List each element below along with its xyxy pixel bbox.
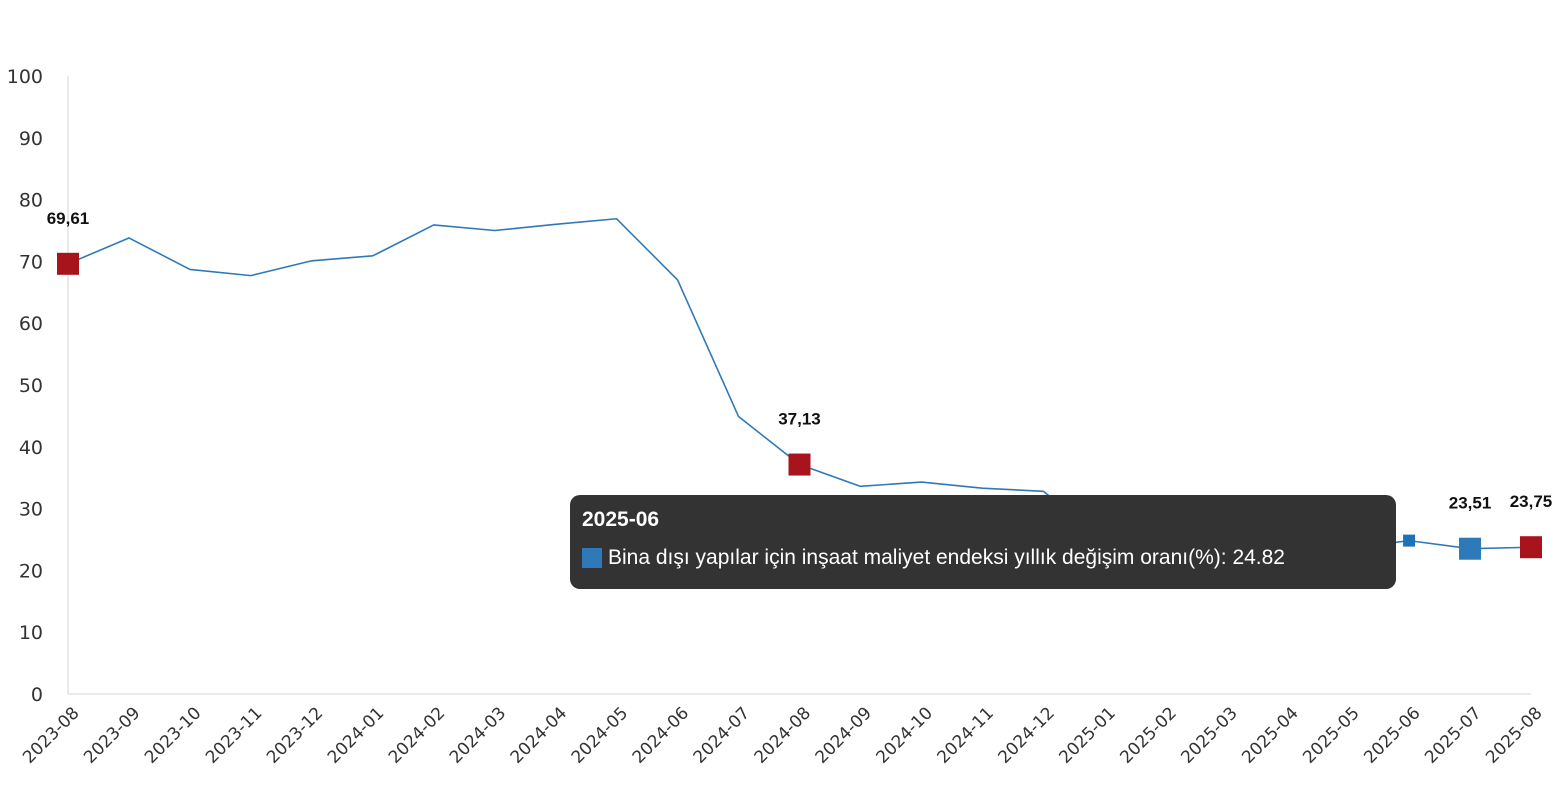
x-tick-label: 2024-09 [812, 703, 876, 767]
tooltip-value: 24.82 [1232, 546, 1285, 569]
y-tick-label: 10 [19, 622, 43, 644]
data-label: 37,13 [778, 410, 821, 429]
y-tick-label: 90 [19, 128, 43, 150]
tooltip-series-name: Bina dışı yapılar için inşaat maliyet en… [608, 546, 1221, 569]
x-tick-label: 2024-05 [568, 703, 632, 767]
x-tick-label: 2024-02 [385, 703, 449, 767]
x-tick-label: 2025-06 [1360, 703, 1424, 767]
tooltip-separator: : [1220, 546, 1233, 569]
tooltip-row: Bina dışı yapılar için inşaat maliyet en… [582, 545, 1384, 571]
x-tick-label: 2024-07 [690, 703, 754, 767]
x-tick-label: 2025-07 [1421, 703, 1485, 767]
x-tick-label: 2025-08 [1482, 703, 1546, 767]
data-point-marker[interactable] [788, 453, 811, 476]
data-label: 69,61 [47, 209, 90, 228]
x-tick-label: 2025-03 [1177, 703, 1241, 767]
x-tick-label: 2024-12 [995, 703, 1059, 767]
y-tick-label: 20 [19, 560, 43, 582]
x-tick-label: 2025-05 [1299, 703, 1363, 767]
data-label: 23,75 [1510, 492, 1553, 511]
data-labels: 69,61 37,13 23,51 23,75 [47, 209, 1553, 513]
y-tick-label: 30 [19, 499, 43, 521]
x-tick-label: 2025-04 [1238, 703, 1302, 767]
x-tick-label: 2023-08 [19, 703, 83, 767]
x-tick-label: 2025-01 [1055, 703, 1119, 767]
x-tick-label: 2023-11 [202, 703, 266, 767]
tooltip-title: 2025-06 [582, 508, 660, 531]
data-label: 23,51 [1449, 494, 1492, 513]
y-tick-label: 100 [7, 66, 43, 88]
markers-layer[interactable] [57, 252, 1542, 560]
x-tick-label: 2024-08 [751, 703, 815, 767]
x-axis-labels: 2023-082023-092023-102023-112023-122024-… [19, 703, 1546, 767]
x-tick-label: 2024-06 [629, 703, 693, 767]
x-tick-label: 2024-03 [446, 703, 510, 767]
y-tick-label: 50 [19, 375, 43, 397]
chart-tooltip: 2025-06 Bina dışı yapılar için inşaat ma… [570, 495, 1396, 589]
x-tick-label: 2024-10 [873, 703, 937, 767]
data-point-marker[interactable] [1459, 537, 1482, 560]
data-point-marker[interactable] [57, 252, 79, 275]
y-axis-labels: 0 10 20 30 40 50 60 70 80 90 100 [7, 66, 43, 706]
tooltip-series-swatch [582, 548, 602, 568]
x-tick-label: 2025-02 [1116, 703, 1180, 767]
y-tick-label: 60 [19, 313, 43, 335]
y-tick-label: 70 [19, 251, 43, 273]
x-tick-label: 2023-09 [80, 703, 144, 767]
x-tick-label: 2024-01 [324, 703, 388, 767]
y-tick-label: 0 [31, 684, 43, 706]
x-tick-label: 2023-10 [141, 703, 205, 767]
x-tick-label: 2023-12 [263, 703, 327, 767]
x-tick-label: 2024-04 [507, 703, 571, 767]
y-tick-label: 80 [19, 190, 43, 212]
axes [67, 76, 1531, 695]
data-point-marker[interactable] [1520, 536, 1542, 559]
hover-point-marker[interactable] [1403, 534, 1416, 547]
y-tick-label: 40 [19, 437, 43, 459]
x-tick-label: 2024-11 [934, 703, 998, 767]
